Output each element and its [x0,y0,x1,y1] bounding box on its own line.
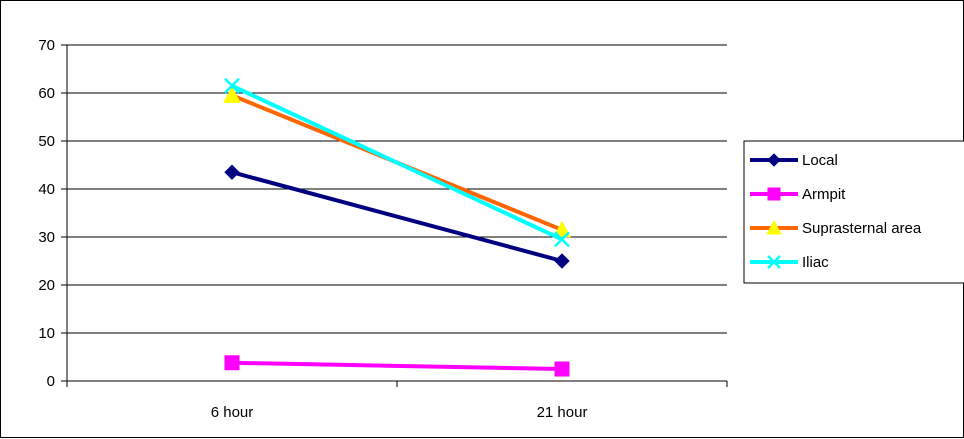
series-layer [223,77,571,377]
grid-layer [67,44,727,334]
x-tick-label-1: 21 hour [537,404,588,421]
legend-marker-suprasternal-area [766,219,782,235]
legend-label-local: Local [802,152,838,169]
y-tick-label-0: 0 [47,373,55,390]
series-line-local [231,170,563,263]
y-tick-label-70: 70 [38,37,55,54]
y-tick-label-60: 60 [38,85,55,102]
marker-suprasternal-area-1 [553,220,571,238]
legend-label-armpit: Armpit [802,186,846,203]
marker-iliac-0-stroke-b [224,77,240,94]
axis-layer: 0 10 20 30 40 50 60 70 6 hour 21 hour [38,37,728,421]
series-line-iliac [231,83,563,242]
marker-iliac-1-stroke-b [554,231,570,248]
legend-marker-iliac-stroke-b [767,255,781,269]
marker-iliac-0 [224,77,240,94]
y-tick-label-50: 50 [38,133,55,150]
marker-armpit-0 [224,355,240,371]
y-tick-label-10: 10 [38,325,55,342]
marker-suprasternal-area-0 [223,86,241,103]
legend-box [743,140,964,284]
series-line-armpit [231,360,563,371]
legend: Local Armpit Suprasternal area Iliac [743,140,964,284]
marker-iliac-1 [554,231,570,248]
legend-label-iliac: Iliac [802,254,829,271]
legend-marker-local [767,153,781,167]
y-tick-label-20: 20 [38,277,55,294]
legend-marker-armpit [767,187,781,201]
marker-armpit-1 [554,361,570,377]
legend-label-suprasternal-area: Suprasternal area [802,220,922,237]
marker-local-0 [224,164,240,180]
y-tick-label-40: 40 [38,181,55,198]
legend-marker-iliac [767,255,781,269]
y-tick-label-30: 30 [38,229,55,246]
marker-local-1 [554,253,570,269]
x-tick-label-0: 6 hour [211,404,254,421]
